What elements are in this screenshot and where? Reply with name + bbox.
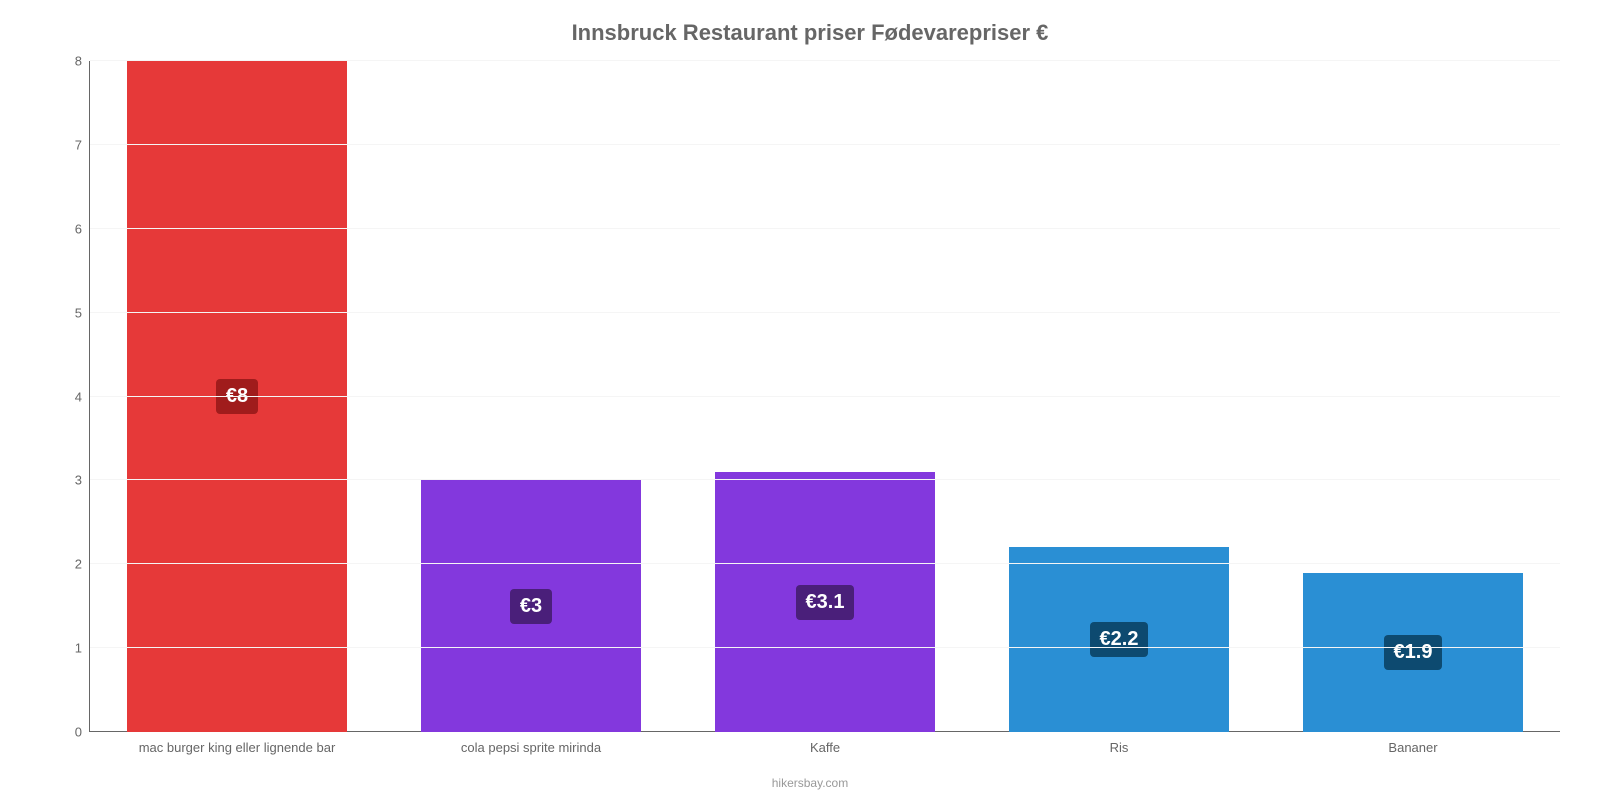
chart-container: Innsbruck Restaurant priser Fødevarepris… [0,0,1600,800]
y-tick: 3 [75,473,82,488]
bar-slot: €3 [384,61,678,732]
x-axis-label: Kaffe [678,732,972,772]
bar-value-label: €3 [510,589,552,624]
bar-slot: €8 [90,61,384,732]
grid-line [90,312,1560,313]
grid-line [90,563,1560,564]
bar-value-label: €2.2 [1090,622,1149,657]
grid-line [90,60,1560,61]
bar-value-label: €1.9 [1384,635,1443,670]
x-axis-label: Ris [972,732,1266,772]
bars-row: €8 €3 €3.1 €2.2 €1.9 [90,61,1560,732]
bar-value-label: €3.1 [796,585,855,620]
bar-slot: €2.2 [972,61,1266,732]
y-tick: 2 [75,557,82,572]
bar-slot: €3.1 [678,61,972,732]
bar: €3.1 [715,472,936,732]
grid-line [90,144,1560,145]
bar: €2.2 [1009,547,1230,732]
bar: €1.9 [1303,573,1524,732]
x-axis-label: cola pepsi sprite mirinda [384,732,678,772]
grid-line [90,479,1560,480]
bars-area: €8 €3 €3.1 €2.2 €1.9 [90,61,1560,732]
grid-line [90,396,1560,397]
bar: €3 [421,480,642,732]
plot-area: 012345678 €8€3€3.1€2.2€1.9 [60,61,1560,732]
y-tick: 6 [75,221,82,236]
y-tick: 0 [75,725,82,740]
y-axis: 012345678 [60,61,90,732]
y-tick: 4 [75,389,82,404]
y-tick: 7 [75,137,82,152]
bar: €8 [127,61,348,732]
x-axis-labels: mac burger king eller lignende barcola p… [90,732,1560,772]
chart-footer: hikersbay.com [60,772,1560,790]
bar-value-label: €8 [216,379,258,414]
y-tick: 5 [75,305,82,320]
x-axis-label: Bananer [1266,732,1560,772]
x-axis-label: mac burger king eller lignende bar [90,732,384,772]
chart-title: Innsbruck Restaurant priser Fødevarepris… [60,20,1560,46]
bar-slot: €1.9 [1266,61,1560,732]
y-tick: 8 [75,54,82,69]
y-tick: 1 [75,641,82,656]
grid-line [90,647,1560,648]
grid-line [90,228,1560,229]
